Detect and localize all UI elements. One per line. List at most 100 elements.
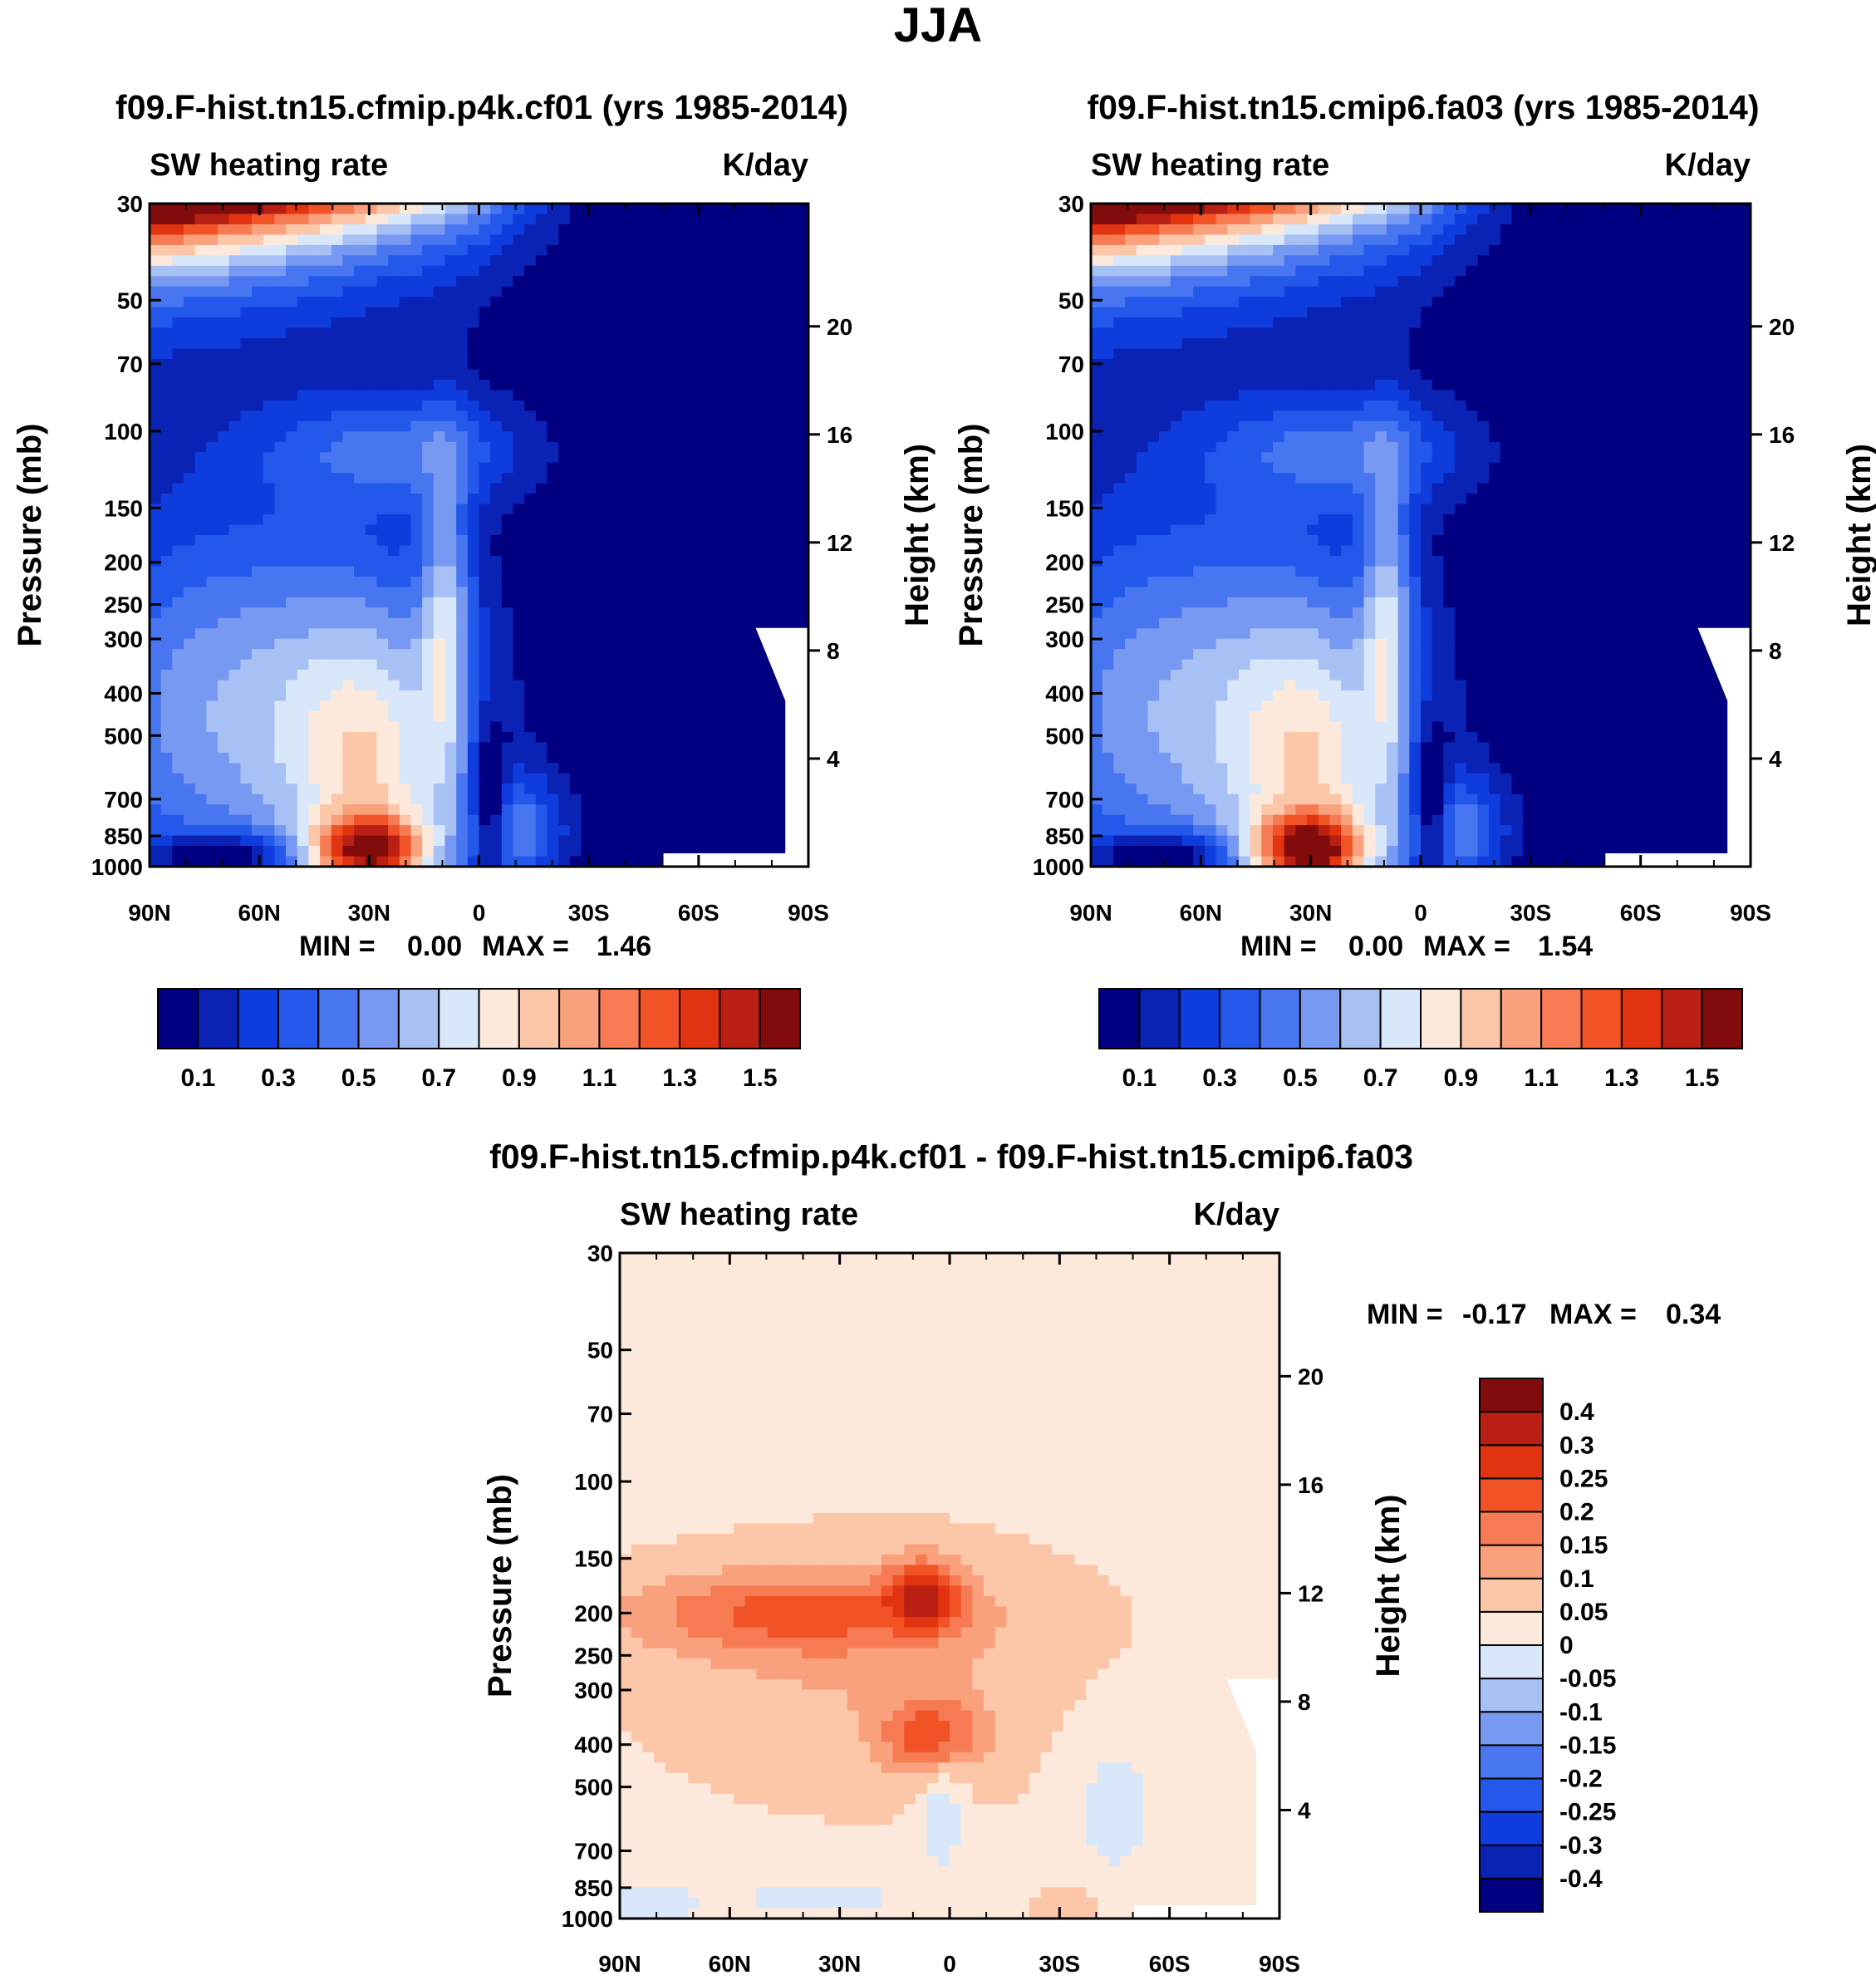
contour-cell <box>456 483 469 494</box>
contour-cell <box>274 617 287 629</box>
contour-cell <box>1603 244 1615 256</box>
contour-cell <box>433 441 446 453</box>
contour-cell <box>695 234 707 246</box>
contour-cell <box>467 825 480 837</box>
contour-cell <box>1659 244 1672 256</box>
contour-cell <box>1625 390 1638 401</box>
contour-cell <box>274 763 287 774</box>
contour-cell <box>184 483 196 494</box>
contour-cell <box>501 327 514 339</box>
contour-cell <box>705 452 719 464</box>
contour-cell <box>422 545 435 557</box>
contour-cell <box>1466 359 1479 371</box>
contour-cell <box>342 420 355 432</box>
contour-cell <box>308 317 321 329</box>
contour-cell <box>263 587 275 598</box>
contour-cell <box>592 793 605 805</box>
contour-cell <box>739 804 753 816</box>
contour-cell <box>479 431 491 443</box>
contour-cell <box>1409 265 1422 277</box>
contour-cell <box>535 659 548 671</box>
contour-cell <box>240 535 253 547</box>
contour-cell <box>626 431 639 443</box>
contour-cell <box>535 514 548 526</box>
contour-cell <box>1204 307 1217 318</box>
contour-cell <box>1693 214 1706 225</box>
contour-cell <box>1193 224 1206 236</box>
contour-cell <box>376 483 389 494</box>
contour-cell <box>1147 390 1160 401</box>
contour-cell <box>240 348 253 360</box>
contour-cell <box>444 317 457 329</box>
contour-cell <box>433 504 446 515</box>
contour-cell <box>1238 369 1251 381</box>
contour-cell <box>172 473 184 484</box>
contour-cell <box>467 327 480 339</box>
contour-cell <box>252 359 264 371</box>
contour-cell <box>1397 234 1410 246</box>
contour-cell <box>739 576 753 587</box>
contour-cell <box>331 255 344 267</box>
contour-cell <box>365 224 378 236</box>
contour-cell <box>1250 338 1262 350</box>
contour-cell <box>1273 307 1285 318</box>
contour-cell <box>581 400 593 411</box>
contour-cell <box>160 338 173 350</box>
contour-cell <box>1250 265 1262 277</box>
contour-cell <box>649 566 661 577</box>
contour-cell <box>661 731 673 743</box>
contour-cell <box>331 721 344 733</box>
contour-cell <box>456 327 469 339</box>
contour-cell <box>751 286 764 297</box>
contour-cell <box>456 379 469 391</box>
contour-cell <box>785 224 798 236</box>
contour-cell <box>172 576 184 587</box>
contour-cell <box>729 410 741 422</box>
contour-cell <box>218 617 230 629</box>
contour-cell <box>524 555 537 567</box>
contour-cell <box>184 494 196 505</box>
contour-cell <box>661 255 673 267</box>
contour-cell <box>671 700 685 712</box>
contour-cell <box>739 431 753 443</box>
contour-cell <box>603 297 616 308</box>
contour-cell <box>535 452 548 464</box>
contour-cell <box>569 452 582 464</box>
contour-cell <box>729 234 741 246</box>
contour-cell <box>422 234 435 246</box>
contour-cell <box>513 690 525 702</box>
contour-cell <box>320 244 332 256</box>
contour-cell <box>354 317 366 329</box>
contour-cell <box>263 846 275 857</box>
contour-cell <box>228 473 241 484</box>
contour-cell <box>263 814 275 826</box>
contour-cell <box>365 700 378 712</box>
contour-cell <box>785 348 798 360</box>
contour-cell <box>1113 244 1126 256</box>
contour-cell <box>1204 214 1217 225</box>
contour-cell <box>1091 276 1103 287</box>
contour-cell <box>376 763 389 774</box>
contour-cell <box>388 835 400 847</box>
contour-cell <box>354 670 366 681</box>
contour-cell <box>467 566 480 577</box>
contour-cell <box>286 473 298 484</box>
contour-cell <box>626 214 639 225</box>
contour-cell <box>763 369 775 381</box>
contour-cell <box>354 379 366 391</box>
contour-cell <box>331 244 344 256</box>
contour-cell <box>410 670 423 681</box>
contour-cell <box>228 814 241 826</box>
contour-cell <box>581 473 593 484</box>
contour-cell <box>603 348 616 360</box>
contour-cell <box>739 255 753 267</box>
contour-cell <box>592 504 605 515</box>
contour-cell <box>501 670 514 681</box>
contour-cell <box>194 825 207 837</box>
contour-cell <box>1682 224 1695 236</box>
contour-cell <box>695 545 707 557</box>
contour-cell <box>240 307 253 318</box>
contour-cell <box>1238 265 1251 277</box>
contour-cell <box>184 535 196 547</box>
contour-cell <box>513 338 525 350</box>
